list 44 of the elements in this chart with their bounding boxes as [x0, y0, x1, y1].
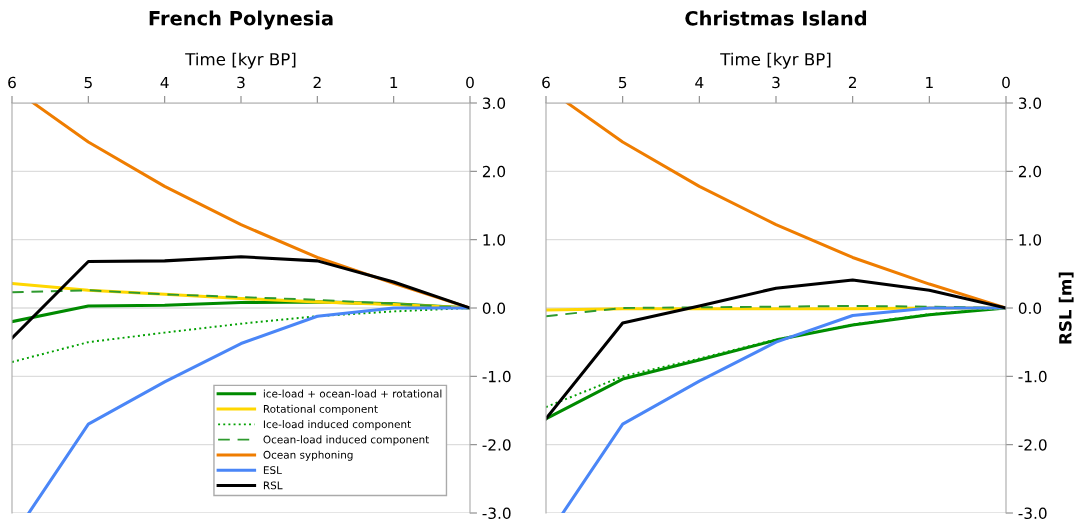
legend-label: Ocean-load induced component: [263, 435, 430, 446]
x-tick-label: 2: [848, 76, 856, 89]
y-axis-title: RSL [m]: [1058, 272, 1074, 344]
x-tick-label: 0: [466, 76, 474, 89]
y-tick-label: -2.0: [1018, 439, 1047, 451]
x-tick-label: 5: [84, 76, 92, 89]
legend-label: Rotational component: [263, 404, 378, 415]
x-tick-label: 6: [8, 76, 16, 89]
line-series: [12, 255, 470, 340]
x-tick-label: 5: [618, 76, 627, 89]
x-tick-label: 1: [926, 76, 933, 89]
x-axis-title: Time [kyr BP]: [720, 52, 831, 69]
y-tick-label: -3.0: [1018, 507, 1047, 520]
x-axis-title: Time [kyr BP]: [185, 52, 296, 69]
x-tick-label: 0: [1002, 76, 1010, 89]
legend-label: ESL: [263, 466, 282, 475]
y-tick-label: -1.0: [1018, 370, 1047, 383]
y-tick-label: 3.0: [1018, 97, 1042, 110]
y-tick-label: -3.0: [482, 507, 511, 520]
x-tick-label: 4: [160, 76, 169, 89]
y-tick-label: 2.0: [1018, 165, 1042, 178]
x-tick-label: 3: [237, 76, 245, 89]
x-tick-label: 2: [313, 76, 321, 89]
legend-label: ice-load + ocean-load + rotational: [263, 389, 442, 398]
y-tick-label: 0.0: [1018, 302, 1042, 315]
x-tick-label: 3: [772, 76, 780, 89]
legend-label: RSL: [263, 481, 283, 490]
y-tick-label: 1.0: [1019, 234, 1042, 246]
legend-label: Ice-load induced component: [263, 420, 411, 431]
y-tick-label: -2.0: [482, 439, 511, 451]
chart-title: French Polynesia: [149, 10, 333, 30]
chart-title: Christmas Island: [685, 10, 867, 26]
y-tick-label: 2.0: [482, 165, 506, 178]
x-tick-label: 6: [542, 76, 550, 89]
x-tick-label: 1: [390, 76, 398, 89]
y-tick-label: -1.0: [482, 370, 511, 383]
y-tick-label: 1.0: [483, 234, 506, 246]
legend-label: Ocean syphoning: [263, 450, 353, 461]
y-tick-label: 0.0: [482, 302, 506, 315]
y-tick-label: 3.0: [482, 97, 506, 110]
x-tick-label: 4: [695, 76, 704, 89]
line-series: [561, 306, 1006, 513]
line-series: [27, 306, 470, 513]
line-series: [546, 278, 1006, 421]
